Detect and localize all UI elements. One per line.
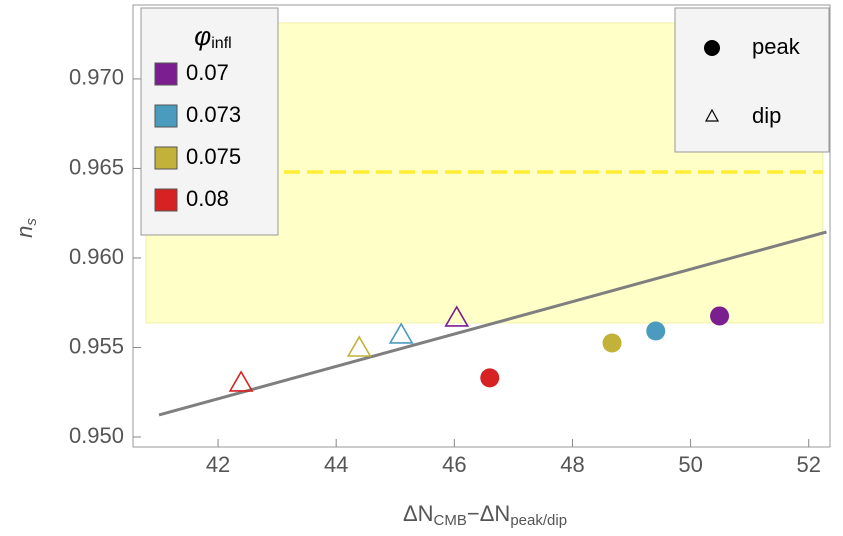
y-tick-label: 0.955 [69, 333, 124, 358]
x-tick-label: 42 [206, 452, 230, 477]
y-tick-label: 0.950 [69, 423, 124, 448]
legend-title: φinfl [194, 21, 231, 52]
y-tick-label: 0.970 [69, 65, 124, 90]
x-tick-label: 52 [796, 452, 820, 477]
x-tick-label: 50 [678, 452, 702, 477]
legend-swatch [154, 104, 178, 128]
dip-point [444, 305, 470, 327]
dip-point [228, 370, 254, 392]
peak-point [710, 306, 730, 326]
x-label-part: ΔN [403, 501, 434, 526]
x-tick-label: 48 [560, 452, 584, 477]
legend-label: 0.08 [186, 186, 229, 211]
frame [132, 4, 831, 448]
legend-dip-symbol [704, 108, 720, 122]
legend-markers: peak dip [674, 7, 830, 153]
legend-label: 0.073 [186, 102, 241, 127]
legend-box [674, 7, 830, 153]
x-tick-label: 46 [442, 452, 466, 477]
legend-peak-symbol [704, 40, 720, 56]
legend-label: peak [752, 34, 801, 59]
peak-point [480, 368, 500, 388]
dip-point [388, 322, 414, 344]
peak-point [602, 333, 622, 353]
legend-label: dip [752, 103, 781, 128]
x-tick-label: 44 [324, 452, 348, 477]
legend-title-sub: infl [211, 35, 231, 52]
peak-point [646, 321, 666, 341]
legend-title-main: φ [194, 21, 211, 51]
legend-swatch [154, 62, 178, 86]
legend-swatch [154, 146, 178, 170]
dip-point [346, 335, 372, 357]
legend-label: 0.075 [186, 144, 241, 169]
y-label-part: n [12, 226, 37, 238]
x-label-part: −ΔN [467, 501, 510, 526]
trend-line [158, 230, 827, 417]
x-axis-label: ΔNCMB−ΔNpeak/dip [403, 501, 567, 529]
y-tick-label: 0.960 [69, 244, 124, 269]
legend-swatch [154, 188, 178, 212]
y-tick-label: 0.965 [69, 154, 124, 179]
x-label-sub: peak/dip [510, 512, 567, 529]
y-axis-label: ns [12, 218, 40, 238]
x-label-sub: CMB [434, 512, 467, 529]
legend-phi: φinfl 0.07 0.073 0.075 0.08 [140, 7, 279, 236]
legend-label: 0.07 [186, 60, 229, 85]
y-label-sub: s [23, 218, 40, 226]
